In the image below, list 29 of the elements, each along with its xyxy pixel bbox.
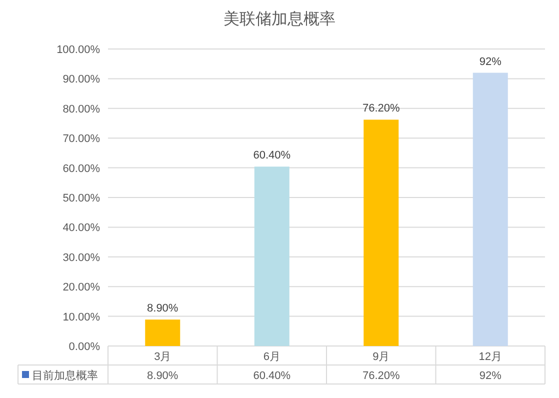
bar bbox=[254, 166, 290, 346]
text: 76.20% bbox=[362, 102, 400, 115]
y-tick-label: 80.00% bbox=[62, 103, 100, 116]
data-label: 8.90% bbox=[147, 370, 178, 382]
y-tick-label: 10.00% bbox=[62, 311, 100, 324]
x-tick-label: 12月 bbox=[478, 351, 502, 363]
text: 60.40% bbox=[253, 150, 291, 162]
x-tick-label: 3月 bbox=[154, 351, 172, 363]
title: 美联储加息概率 bbox=[224, 11, 336, 28]
y-tick-label: 20.00% bbox=[62, 282, 100, 294]
bar bbox=[472, 72, 508, 346]
text: 92% bbox=[479, 56, 502, 68]
y-tick-label: 30.00% bbox=[62, 252, 100, 264]
x-tick-label: 6月 bbox=[263, 351, 280, 363]
text: 目前加息概率 bbox=[32, 370, 98, 382]
bar bbox=[364, 120, 399, 346]
y-tick-label: 90.00% bbox=[62, 74, 100, 86]
y-tick-label: 50.00% bbox=[62, 192, 100, 204]
y-tick-label: 60.00% bbox=[62, 162, 100, 175]
data-label: 60.40% bbox=[253, 370, 291, 382]
y-tick-label: 0.00% bbox=[68, 341, 100, 353]
x-tick-label: 9月 bbox=[372, 351, 390, 363]
data-label: 76.20% bbox=[362, 370, 400, 382]
y-tick-label: 100.00% bbox=[56, 44, 100, 56]
y-tick-label: 40.00% bbox=[62, 222, 100, 234]
y-tick-label: 70.00% bbox=[62, 133, 100, 146]
text: 8.90% bbox=[147, 302, 178, 315]
data-label: 92% bbox=[479, 370, 502, 382]
bar bbox=[145, 320, 180, 346]
